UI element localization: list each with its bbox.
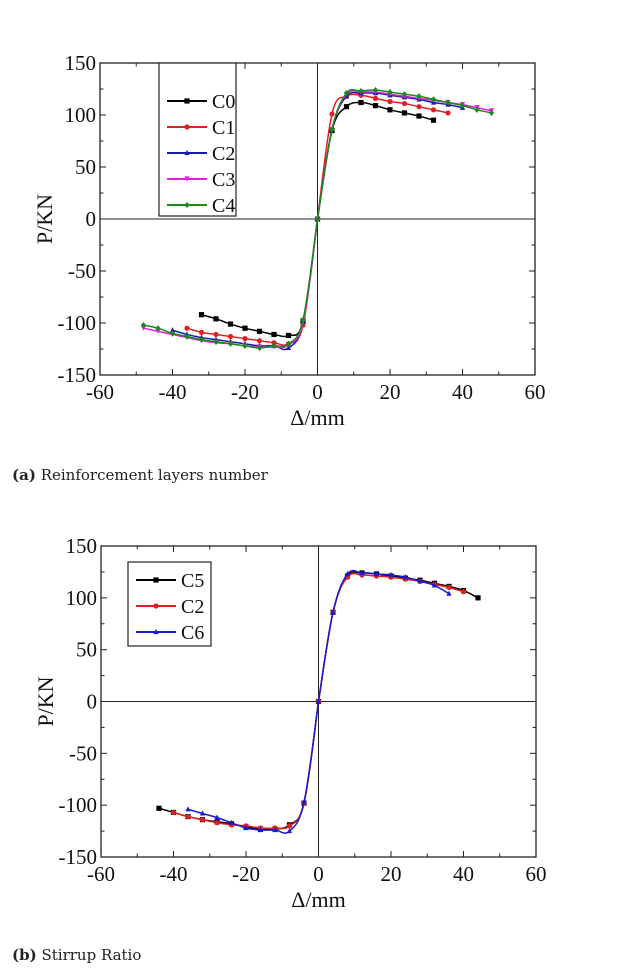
x-tick-label: -40 bbox=[159, 380, 187, 404]
x-tick-label: 40 bbox=[452, 380, 473, 404]
legend-label: C2 bbox=[181, 596, 204, 618]
x-tick-label: 40 bbox=[453, 862, 474, 886]
legend-label: C2 bbox=[212, 143, 235, 165]
caption-a: (a) Reinforcement layers number bbox=[12, 466, 268, 484]
x-tick-label: -60 bbox=[87, 862, 115, 886]
y-tick-label: 150 bbox=[66, 534, 98, 558]
series-C6 bbox=[185, 569, 452, 834]
y-tick-label: -50 bbox=[69, 741, 97, 765]
y-tick-label: 50 bbox=[75, 155, 96, 179]
x-tick-label: -20 bbox=[232, 862, 260, 886]
caption-a-label: (a) bbox=[12, 466, 36, 484]
legend-label: C3 bbox=[212, 169, 235, 191]
x-tick-label: 60 bbox=[526, 862, 547, 886]
y-tick-label: -100 bbox=[59, 793, 98, 817]
y-tick-label: 0 bbox=[87, 690, 98, 714]
x-tick-label: 0 bbox=[312, 380, 323, 404]
caption-b-label: (b) bbox=[12, 946, 37, 964]
x-tick-label: 20 bbox=[381, 862, 402, 886]
x-tick-label: 60 bbox=[525, 380, 546, 404]
legend-label: C5 bbox=[181, 570, 204, 592]
caption-b-text: Stirrup Ratio bbox=[41, 946, 142, 964]
y-tick-label: -150 bbox=[59, 845, 98, 869]
chart-a-plot: -60 -40 -20 0 20 40 60 150 100 50 0 -50 -100 -150 Δ/mm… bbox=[32, 51, 546, 430]
legend-label: C4 bbox=[212, 195, 235, 217]
x-tick-label: -40 bbox=[160, 862, 188, 886]
y-tick-label: 100 bbox=[65, 103, 97, 127]
y-axis-label: P/KN bbox=[32, 194, 57, 244]
y-tick-label: 150 bbox=[65, 51, 97, 75]
x-axis-label: Δ/mm bbox=[291, 887, 345, 912]
legend-label: C0 bbox=[212, 91, 235, 113]
x-tick-label: 20 bbox=[380, 380, 401, 404]
figure-b: -60 -40 -20 0 20 40 60 150 100 50 0 -50 -100 -150 Δ/mm… bbox=[0, 480, 632, 975]
caption-b: (b) Stirrup Ratio bbox=[12, 946, 141, 964]
y-axis-label: P/KN bbox=[33, 676, 58, 726]
x-tick-label: 0 bbox=[313, 862, 324, 886]
y-tick-label: 0 bbox=[86, 207, 97, 231]
x-tick-label: -60 bbox=[86, 380, 114, 404]
y-tick-label: 50 bbox=[76, 638, 97, 662]
y-tick-label: -100 bbox=[58, 311, 97, 335]
series-C4 bbox=[140, 86, 495, 352]
chart-b-plot: -60 -40 -20 0 20 40 60 150 100 50 0 -50 -100 -150 Δ/mm… bbox=[33, 534, 547, 912]
figure-a: -60 -40 -20 0 20 40 60 150 100 50 0 -50 -100 -150 Δ/mm… bbox=[12, 51, 546, 484]
legend-label: C1 bbox=[212, 117, 235, 139]
x-axis-label: Δ/mm bbox=[290, 405, 344, 430]
y-tick-label: -150 bbox=[58, 363, 97, 387]
caption-a-text: Reinforcement layers number bbox=[40, 466, 268, 484]
y-tick-label: 100 bbox=[66, 586, 98, 610]
legend: C5 C2 C6 bbox=[127, 561, 212, 647]
legend: C0 C1 C2 C3 C4 bbox=[158, 62, 237, 217]
x-tick-label: -20 bbox=[231, 380, 259, 404]
legend-label: C6 bbox=[181, 622, 204, 644]
y-tick-label: -50 bbox=[68, 259, 96, 283]
